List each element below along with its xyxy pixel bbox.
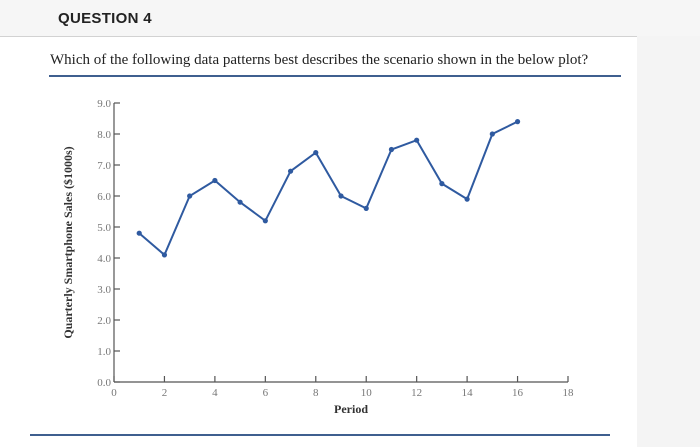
data-point <box>439 181 445 187</box>
x-tick-label: 0 <box>111 387 117 399</box>
x-tick-label: 4 <box>212 387 218 399</box>
divider-line <box>49 75 621 77</box>
y-tick-label: 9.0 <box>97 98 111 110</box>
data-point <box>237 199 243 205</box>
data-point <box>287 168 294 174</box>
y-tick-label: 3.0 <box>97 284 111 296</box>
y-tick-label: 7.0 <box>97 160 111 172</box>
y-tick-label: 2.0 <box>97 315 111 327</box>
chart-series <box>136 119 521 258</box>
data-point <box>464 196 470 202</box>
data-point <box>212 177 218 184</box>
x-tick-label: 6 <box>263 387 269 399</box>
question-panel <box>0 37 700 447</box>
y-tick-label: 0.0 <box>97 377 111 389</box>
chart-axes <box>113 103 568 383</box>
x-tick-label: 14 <box>462 387 474 399</box>
x-tick-label: 16 <box>512 387 524 399</box>
x-tick-label: 2 <box>162 387 168 399</box>
x-tick-label: 8 <box>313 387 319 399</box>
x-tick-label: 10 <box>361 387 373 399</box>
right-side-margin <box>637 36 700 447</box>
y-tick-label: 1.0 <box>97 346 111 358</box>
data-point <box>489 131 495 137</box>
data-point <box>388 146 395 153</box>
data-point <box>187 193 193 199</box>
x-tick-label: 18 <box>563 387 575 399</box>
data-point <box>161 252 168 258</box>
question-text: Which of the following data patterns bes… <box>50 52 589 68</box>
data-point <box>514 119 521 125</box>
x-axis-label: Period <box>334 402 368 416</box>
data-point <box>136 230 142 236</box>
chart-ticks: 0.0 1.0 2.0 3.0 4.0 5.0 6.0 7.0 8.0 9.0 0 2 4 6 8 10 12 1… <box>97 98 574 399</box>
y-axis-label: Quarterly Smartphone Sales ($1000s) <box>61 146 75 338</box>
data-point <box>363 205 369 211</box>
y-tick-label: 4.0 <box>97 253 111 265</box>
question-title: QUESTION 4 <box>58 10 152 27</box>
question-header-bar: QUESTION 4 <box>0 0 700 37</box>
data-point <box>313 150 319 156</box>
y-tick-label: 8.0 <box>97 129 111 141</box>
divider-line-bottom <box>30 434 610 436</box>
y-tick-label: 6.0 <box>97 191 111 203</box>
y-tick-label: 5.0 <box>97 222 111 234</box>
series-line <box>138 120 518 257</box>
data-point <box>414 137 420 143</box>
data-point <box>262 218 268 224</box>
x-tick-label: 12 <box>411 387 422 399</box>
data-point <box>338 193 344 199</box>
